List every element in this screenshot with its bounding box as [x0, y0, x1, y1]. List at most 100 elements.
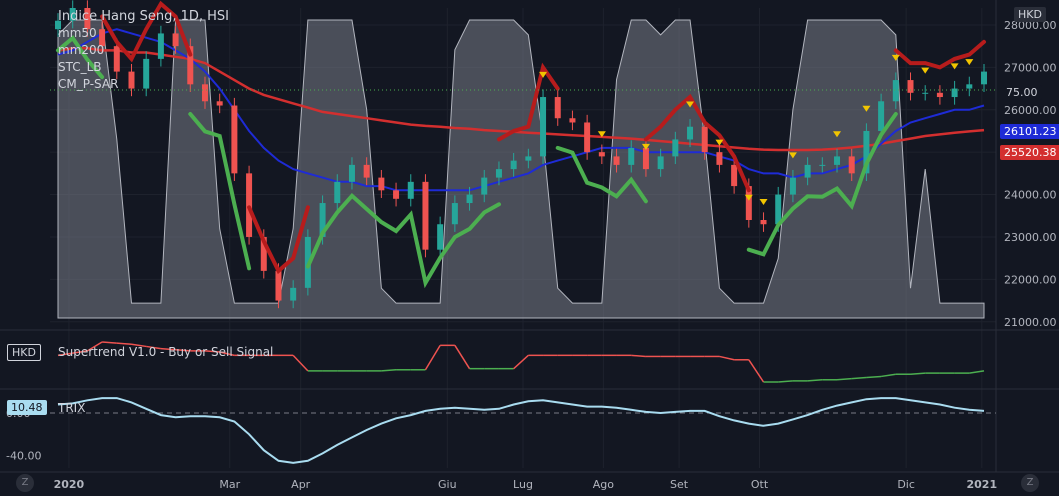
- psar-down-segment: [100, 0, 193, 63]
- candle-body: [378, 177, 385, 191]
- psar-up-segment: [555, 145, 648, 204]
- candle-body: [540, 97, 547, 157]
- candle-body: [848, 156, 855, 174]
- candle-body: [407, 181, 414, 199]
- candle-body: [760, 220, 767, 225]
- candle-body: [951, 88, 958, 98]
- psar-up-segment: [56, 35, 105, 80]
- currency-tag[interactable]: HKD: [1014, 7, 1046, 22]
- psar-down-segment: [893, 39, 986, 70]
- supertrend-segment: [204, 350, 220, 353]
- supertrend-segment: [102, 341, 117, 344]
- signal-marker: [715, 139, 724, 146]
- candle-body: [510, 160, 517, 170]
- zoom-right-button[interactable]: Z: [1021, 474, 1039, 492]
- indicator-mm50[interactable]: mm50: [58, 26, 97, 40]
- signal-marker: [641, 143, 650, 150]
- mm200-line: [57, 47, 985, 152]
- candle-body: [892, 80, 899, 102]
- psar-down-segment: [643, 93, 751, 193]
- supertrend-line: [57, 341, 985, 383]
- candle-body: [584, 122, 591, 153]
- signal-marker: [921, 67, 930, 74]
- supertrend-segment: [836, 377, 852, 381]
- supertrend-segment: [969, 370, 985, 374]
- supertrend-segment: [175, 349, 191, 352]
- supertrend-segment: [57, 352, 73, 357]
- price-axis-label: 21000.00: [1004, 316, 1057, 329]
- candle-body: [55, 20, 61, 30]
- signal-marker: [965, 59, 974, 66]
- candle-body: [393, 190, 400, 199]
- supertrend-segment: [381, 369, 397, 372]
- signal-marker: [950, 63, 959, 70]
- candle-body: [201, 84, 208, 102]
- psar-up-segment: [188, 112, 252, 271]
- supertrend-badge: HKD: [7, 344, 41, 361]
- supertrend-segment: [513, 354, 529, 370]
- supertrend-segment: [116, 342, 132, 345]
- signal-marker: [833, 131, 842, 138]
- candle-body: [598, 152, 605, 157]
- time-axis-label: Dic: [897, 478, 915, 491]
- indicator-psar[interactable]: CM_P-SAR: [58, 77, 119, 91]
- candle-body: [642, 147, 649, 170]
- candle-body: [936, 92, 943, 98]
- psar-up-segment: [305, 192, 501, 289]
- candle-body: [260, 236, 267, 271]
- candle-body: [716, 152, 723, 165]
- chart-title: Indice Hang Seng, 1D, HSI: [58, 9, 229, 24]
- supertrend-segment: [454, 344, 471, 370]
- candle-body: [657, 156, 664, 170]
- supertrend-segment: [160, 347, 176, 351]
- indicator-mm200[interactable]: mm200: [58, 43, 105, 57]
- candle-body: [334, 181, 341, 204]
- candle-body: [554, 97, 561, 119]
- candle-body: [451, 203, 458, 225]
- candle-body: [701, 126, 708, 153]
- supertrend-segment: [631, 354, 646, 358]
- candle-body: [363, 164, 370, 178]
- time-axis-label: Giu: [438, 478, 457, 491]
- supertrend-segment: [778, 380, 793, 383]
- trix-badge: 10.48: [7, 400, 47, 415]
- candle-body: [157, 33, 164, 59]
- trix-title: TRIX: [58, 401, 86, 415]
- supertrend-segment: [866, 375, 882, 379]
- indicator-stc[interactable]: STC_LB: [58, 60, 102, 74]
- parabolic-sar: [56, 0, 986, 289]
- supertrend-segment: [910, 372, 926, 375]
- candle-body: [187, 46, 194, 85]
- signal-marker: [539, 71, 548, 78]
- candle-body: [231, 105, 238, 174]
- time-axis-label: Apr: [291, 478, 311, 491]
- candle-body: [525, 156, 532, 161]
- trix-axis-label: -40.00: [6, 450, 41, 463]
- zoom-left-button[interactable]: Z: [16, 474, 34, 492]
- time-axis-label: Set: [670, 478, 689, 491]
- supertrend-segment: [807, 379, 823, 382]
- signal-marker: [759, 199, 768, 206]
- candle-body: [731, 164, 738, 187]
- supertrend-segment: [719, 355, 735, 361]
- candle-body: [495, 169, 502, 178]
- signal-marker: [788, 152, 797, 159]
- candle-body: [481, 177, 488, 195]
- candle-body: [819, 164, 826, 166]
- candle-body: [437, 224, 444, 250]
- price-axis-label: 26000.00: [1004, 104, 1057, 117]
- candle-body: [628, 147, 635, 165]
- price-axis-label: 27000.00: [1004, 61, 1057, 74]
- candle-body: [569, 118, 576, 123]
- candle-body: [745, 186, 752, 220]
- price-axis-label: 23000.00: [1004, 231, 1057, 244]
- candle-body: [466, 194, 473, 204]
- price-axis-label: 24000.00: [1004, 189, 1057, 202]
- psar-up-segment: [746, 112, 898, 257]
- candle-body: [834, 156, 841, 165]
- supertrend-segment: [851, 376, 867, 380]
- mm50-line: [57, 28, 985, 192]
- candle-body: [422, 181, 429, 250]
- candle-body: [613, 156, 620, 165]
